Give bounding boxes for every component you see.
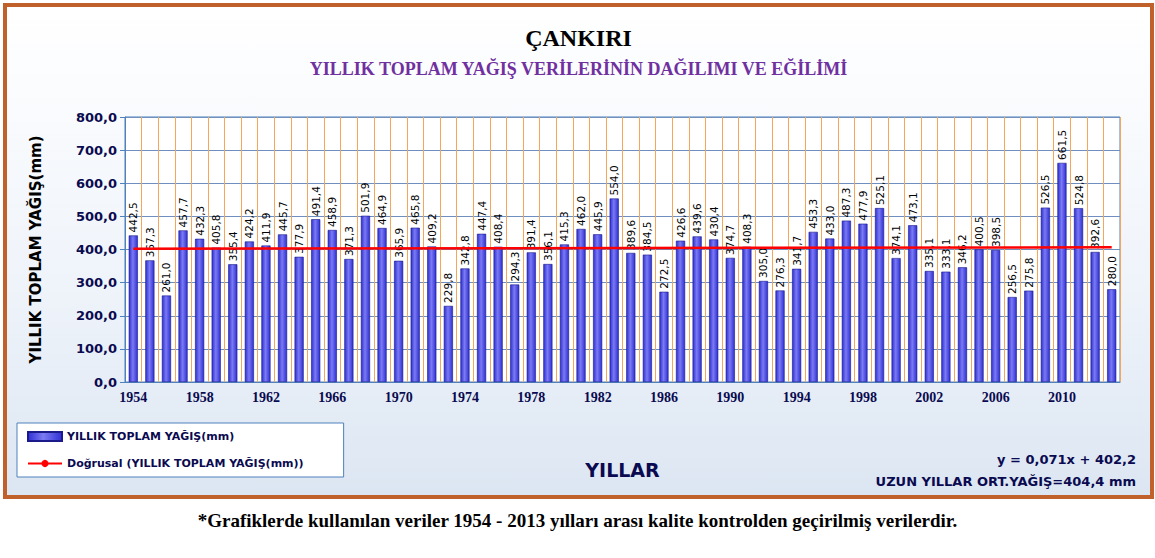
svg-text:700,0: 700,0	[76, 143, 117, 158]
svg-text:464,9: 464,9	[376, 195, 388, 225]
svg-text:YILLAR: YILLAR	[584, 459, 660, 481]
svg-text:200,0: 200,0	[76, 308, 117, 323]
svg-text:1978: 1978	[517, 390, 545, 405]
svg-text:400,5: 400,5	[973, 216, 985, 246]
svg-text:439,6: 439,6	[691, 203, 703, 233]
svg-text:UZUN YILLAR ORT.YAĞIŞ=404,4 mm: UZUN YILLAR ORT.YAĞIŞ=404,4 mm	[876, 474, 1136, 489]
svg-text:261,0: 261,0	[160, 262, 172, 292]
svg-text:371,3: 371,3	[343, 226, 355, 256]
svg-text:524,8: 524,8	[1073, 175, 1085, 205]
svg-text:458,9: 458,9	[326, 197, 338, 227]
svg-text:432,3: 432,3	[194, 206, 206, 236]
svg-text:355,4: 355,4	[227, 231, 239, 261]
svg-text:275,8: 275,8	[1023, 258, 1035, 288]
svg-text:2010: 2010	[1048, 390, 1076, 405]
svg-text:229,8: 229,8	[442, 273, 454, 303]
svg-text:465,8: 465,8	[409, 195, 421, 225]
svg-text:374,7: 374,7	[724, 225, 736, 255]
svg-text:256,5: 256,5	[1006, 264, 1018, 294]
svg-text:526,5: 526,5	[1039, 175, 1051, 205]
svg-text:1974: 1974	[451, 390, 479, 405]
svg-text:1962: 1962	[252, 390, 280, 405]
svg-text:447,4: 447,4	[476, 200, 488, 230]
svg-text:1986: 1986	[650, 390, 678, 405]
svg-text:433,0: 433,0	[824, 206, 836, 236]
svg-text:335,1: 335,1	[923, 238, 935, 268]
svg-text:365,9: 365,9	[393, 228, 405, 258]
svg-text:1990: 1990	[716, 390, 744, 405]
svg-text:YILLIK TOPLAM YAĞIŞ VERİLERİNİ: YILLIK TOPLAM YAĞIŞ VERİLERİNİN DAĞILIMI…	[310, 58, 847, 79]
svg-text:280,0: 280,0	[1106, 256, 1118, 286]
svg-text:445,7: 445,7	[277, 201, 289, 231]
svg-text:415,3: 415,3	[558, 211, 570, 241]
svg-text:294,3: 294,3	[509, 251, 521, 281]
svg-text:y = 0,071x + 402,2: y = 0,071x + 402,2	[997, 452, 1136, 467]
svg-text:0,0: 0,0	[94, 375, 117, 390]
svg-text:525,1: 525,1	[874, 175, 886, 205]
svg-text:2002: 2002	[915, 390, 943, 405]
svg-text:661,5: 661,5	[1056, 130, 1068, 160]
svg-text:300,0: 300,0	[76, 275, 117, 290]
svg-text:487,3: 487,3	[840, 188, 852, 218]
svg-text:411,9: 411,9	[260, 212, 272, 242]
svg-text:1966: 1966	[318, 390, 346, 405]
svg-text:442,5: 442,5	[127, 202, 139, 232]
svg-text:500,0: 500,0	[76, 209, 117, 224]
svg-text:1994: 1994	[783, 390, 811, 405]
svg-text:346,2: 346,2	[956, 234, 968, 264]
svg-text:341,7: 341,7	[791, 236, 803, 266]
svg-text:554,0: 554,0	[608, 165, 620, 195]
html-text:*Grafiklerde kullanılan verile: *Grafiklerde kullanılan veriler 1954 - 2…	[197, 510, 958, 531]
svg-text:408,3: 408,3	[741, 214, 753, 244]
svg-text:Doğrusal (YILLIK TOPLAM YAĞIŞ(: Doğrusal (YILLIK TOPLAM YAĞIŞ(mm))	[67, 457, 304, 470]
svg-text:445,9: 445,9	[592, 201, 604, 231]
svg-text:409,2: 409,2	[426, 213, 438, 243]
svg-text:426,6: 426,6	[675, 207, 687, 237]
svg-text:457,7: 457,7	[177, 197, 189, 227]
svg-text:356,1: 356,1	[542, 231, 554, 261]
svg-text:ÇANKIRI: ÇANKIRI	[525, 25, 632, 51]
svg-text:392,6: 392,6	[1089, 219, 1101, 249]
svg-text:477,9: 477,9	[857, 191, 869, 221]
svg-text:424,2: 424,2	[243, 208, 255, 238]
svg-text:389,6: 389,6	[625, 220, 637, 250]
svg-text:272,5: 272,5	[658, 259, 670, 289]
svg-text:100,0: 100,0	[76, 341, 117, 356]
svg-text:1982: 1982	[584, 390, 612, 405]
svg-text:1958: 1958	[186, 390, 214, 405]
svg-text:501,9: 501,9	[359, 183, 371, 213]
svg-text:430,4: 430,4	[708, 206, 720, 236]
svg-text:1998: 1998	[849, 390, 877, 405]
svg-text:342,8: 342,8	[459, 235, 471, 265]
svg-text:367,3: 367,3	[144, 227, 156, 257]
svg-text:462,0: 462,0	[575, 196, 587, 226]
svg-text:408,4: 408,4	[492, 213, 504, 243]
svg-text:473,1: 473,1	[907, 192, 919, 222]
svg-text:491,4: 491,4	[310, 186, 322, 216]
svg-text:377,9: 377,9	[293, 223, 306, 254]
svg-text:276,3: 276,3	[774, 257, 786, 287]
svg-text:384,5: 384,5	[641, 221, 654, 252]
svg-text:374,1: 374,1	[890, 225, 902, 255]
svg-text:1954: 1954	[119, 390, 147, 405]
svg-text:398,5: 398,5	[990, 217, 1002, 247]
svg-text:405,8: 405,8	[210, 215, 222, 245]
svg-text:2006: 2006	[982, 390, 1010, 405]
svg-text:333,1: 333,1	[940, 239, 952, 269]
svg-text:YILLIK TOPLAM YAĞIŞ(mm): YILLIK TOPLAM YAĞIŞ(mm)	[66, 430, 234, 443]
svg-text:391,4: 391,4	[525, 219, 537, 249]
svg-text:600,0: 600,0	[76, 176, 117, 191]
svg-text:1970: 1970	[385, 390, 413, 405]
svg-text:800,0: 800,0	[76, 110, 117, 125]
svg-text:453,3: 453,3	[807, 199, 819, 229]
svg-text:YILLIK TOPLAM YAĞIŞ(mm): YILLIK TOPLAM YAĞIŞ(mm)	[26, 136, 45, 365]
svg-text:305,0: 305,0	[757, 248, 769, 278]
svg-text:400,0: 400,0	[76, 242, 117, 257]
